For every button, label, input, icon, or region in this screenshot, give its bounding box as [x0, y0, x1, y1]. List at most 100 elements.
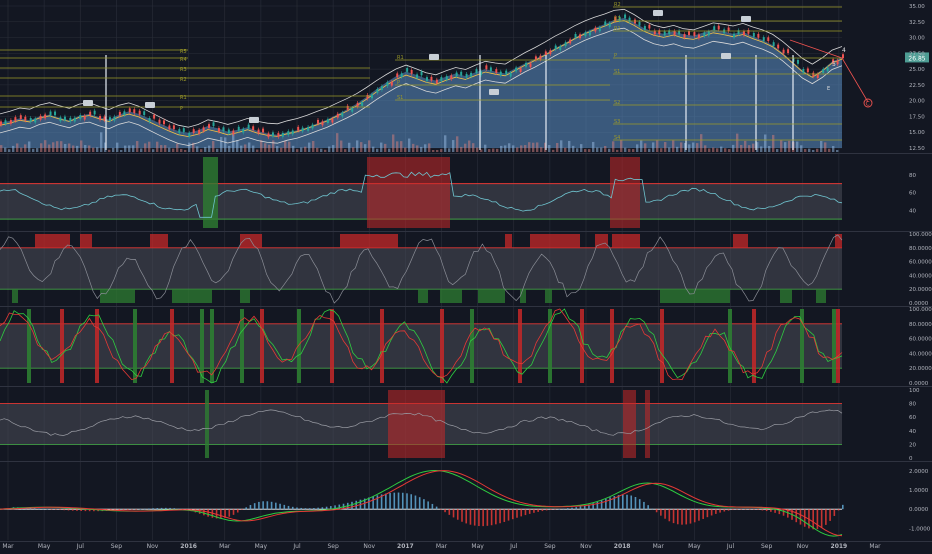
candle-body	[54, 111, 57, 116]
candle-body	[515, 67, 518, 72]
macd-histogram-bar	[566, 508, 569, 510]
volume-bar	[132, 145, 135, 152]
candle-body	[198, 129, 201, 134]
rsi-panel[interactable]	[0, 157, 843, 228]
candle-body	[386, 82, 389, 87]
stoch-rsi-panel[interactable]	[0, 234, 843, 304]
oversold-zone	[203, 157, 218, 228]
volume-bar	[612, 141, 615, 152]
candle-body	[822, 69, 825, 73]
volume-bar	[472, 143, 475, 152]
macd-histogram-bar	[579, 506, 582, 510]
volume-bar	[68, 143, 71, 152]
candle-body	[638, 21, 641, 26]
overbought-signal	[580, 309, 584, 383]
candle-body	[83, 115, 86, 120]
volume-bar	[680, 142, 683, 152]
candle-body	[39, 115, 42, 120]
stochastic-panel[interactable]	[0, 308, 843, 384]
candle-body	[673, 30, 676, 35]
candle-body	[618, 16, 621, 21]
candle-body	[499, 71, 502, 76]
volume-bar	[632, 149, 635, 152]
macd-histogram-bar	[486, 509, 489, 526]
macd-histogram-bar	[126, 509, 129, 510]
mfi-panel[interactable]	[0, 390, 843, 458]
volume-bar	[364, 144, 367, 152]
volume-bar	[440, 149, 443, 152]
volume-bar	[708, 148, 711, 152]
macd-histogram-bar	[55, 509, 57, 510]
y-tick-label: 100	[909, 388, 920, 394]
volume-bar	[676, 146, 679, 152]
volume-bar	[48, 144, 51, 152]
volume-bar	[380, 142, 383, 152]
wave-label: C	[866, 101, 870, 108]
rsi-line	[0, 171, 843, 218]
volume-bar	[168, 147, 171, 152]
macd-histogram-bar	[731, 509, 734, 511]
candle-body	[281, 132, 284, 137]
candle-body	[202, 127, 205, 132]
volume-bar	[252, 145, 255, 152]
candle-body	[460, 71, 463, 76]
volume-bar	[696, 143, 699, 152]
volume-bar	[64, 143, 67, 152]
y-tick-label: 20.0000	[909, 366, 932, 372]
candle-body	[336, 113, 339, 118]
volume-bar	[780, 140, 783, 152]
y-tick-label: 20.0000	[909, 287, 932, 293]
price-panel[interactable]: R5 R4 R3 R2 R1 P R1 P S1 R2 R3 R1 P S1 S2 S3 S4 45 C E 26.85	[0, 2, 929, 152]
volume-bar	[716, 148, 719, 152]
volume-bar	[36, 148, 39, 152]
pivot-label: S1	[397, 95, 403, 101]
candle-body	[747, 29, 750, 34]
volume-bar	[312, 140, 315, 152]
volume-bar	[140, 148, 143, 152]
volume-bar	[320, 148, 323, 152]
macd-histogram-bar	[355, 500, 358, 510]
candle-body	[733, 33, 736, 38]
volume-bar	[248, 142, 251, 152]
macd-histogram-bar	[291, 506, 294, 510]
volume-bar	[824, 142, 827, 152]
macd-histogram-bar	[715, 509, 717, 514]
volume-bar	[304, 146, 307, 152]
macd-panel[interactable]	[0, 469, 844, 537]
overbought-zone	[505, 234, 512, 248]
candle-body	[410, 70, 413, 74]
macd-histogram-bar	[423, 499, 425, 510]
x-tick-label: Nov	[147, 543, 159, 550]
y-tick-label: 0.0000	[909, 381, 929, 387]
y-tick-label: 35.00	[909, 4, 925, 10]
candle-body	[658, 30, 661, 35]
candle-body	[802, 68, 805, 73]
candle-body	[767, 37, 770, 42]
macd-histogram-bar	[207, 509, 209, 517]
macd-histogram-bar	[499, 509, 501, 524]
candle-body	[663, 31, 666, 36]
macd-histogram-bar	[198, 509, 201, 514]
volume-bar	[96, 147, 99, 152]
volume-bar	[740, 144, 743, 152]
macd-histogram-bar	[638, 499, 641, 510]
volume-bar	[176, 143, 179, 152]
macd-histogram-bar	[473, 509, 476, 526]
volume-bar	[16, 143, 19, 152]
macd-histogram-bar	[46, 509, 49, 510]
macd-histogram-bar	[177, 508, 180, 510]
macd-histogram-bar	[753, 509, 755, 510]
macd-histogram-bar	[664, 509, 666, 519]
candle-body	[465, 73, 468, 78]
pivot-label: R1	[180, 95, 187, 101]
y-tick-label: 0	[909, 456, 913, 462]
oversold-zone	[478, 289, 505, 303]
candle-body	[341, 112, 344, 117]
volume-bar	[724, 148, 727, 152]
y-tick-label: 40.0000	[909, 351, 932, 357]
candle-body	[569, 39, 572, 44]
macd-histogram-bar	[38, 508, 40, 510]
volume-bar	[492, 148, 495, 152]
